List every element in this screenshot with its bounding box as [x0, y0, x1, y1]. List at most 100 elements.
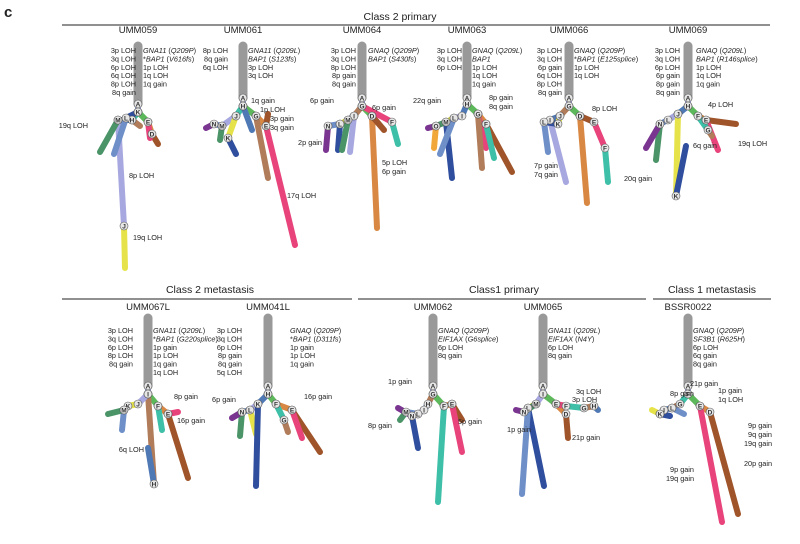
trunk-event-right: 1q LOH	[472, 71, 497, 80]
trunk-mutation: GNA11 (Q209P)	[143, 46, 196, 55]
tree-node	[705, 407, 715, 417]
trunk-event-left: 8p LOH	[111, 80, 136, 89]
tree-node-label: J	[676, 111, 680, 118]
tree-node-label: A	[146, 383, 151, 390]
branch-event-label: 8p gain	[489, 93, 513, 102]
tree-node-label: J	[136, 401, 140, 408]
tree-node	[119, 221, 129, 231]
tree-node	[441, 117, 451, 127]
tree-node	[589, 117, 599, 127]
tree-node	[209, 119, 219, 129]
branch-event-label: 19q LOH	[133, 233, 162, 242]
tree-node-label: L	[670, 405, 674, 412]
tree-branch	[369, 113, 380, 231]
branch-event-label: 20q gain	[624, 174, 652, 183]
trunk-event-right: 1q gain	[696, 80, 720, 89]
tree-node	[271, 399, 281, 409]
tree-node-label: K	[556, 121, 561, 128]
tree-node-label: I	[663, 407, 665, 414]
tree-node-label: M	[403, 409, 408, 416]
trunk-event-left: 3q LOH	[537, 54, 562, 63]
tree-node-label: A	[136, 101, 141, 108]
trunk-event-left: 6p LOH	[108, 343, 133, 352]
tree-node-label: K	[674, 193, 679, 200]
tree-node-label: E	[554, 401, 559, 408]
trunk-event-left: 8q gain	[218, 360, 242, 369]
trunk-event-left: 6p LOH	[111, 63, 136, 72]
tree-branch	[475, 111, 485, 171]
tree-node	[462, 99, 472, 109]
tree-node-label: K	[226, 135, 231, 142]
tree-branch	[253, 113, 271, 181]
tree-branch	[643, 121, 663, 151]
trunk-event-left: 8q gain	[109, 360, 133, 369]
trunk-mutation: GNAQ (Q209P)	[438, 326, 489, 335]
trunk-event-left: 3p LOH	[108, 326, 133, 335]
tree-branch	[409, 413, 421, 451]
tree-branch	[263, 123, 298, 248]
tree-node-label: E	[166, 411, 171, 418]
tree-node-label: D	[370, 113, 375, 120]
branch-event-label: 1q gain	[251, 96, 275, 105]
tree-node-label: N	[240, 409, 245, 416]
trunk-event-right: 8q gain	[548, 351, 572, 360]
branch-event-label: 9p gain	[748, 421, 772, 430]
trunk-mutation: EIF1AX (N4Y)	[548, 334, 594, 343]
tree-node	[357, 101, 367, 111]
tree-node-label: H	[152, 481, 157, 488]
tree-node	[539, 117, 549, 127]
tree-node	[323, 121, 333, 131]
branch-event-label: 19q LOH	[59, 121, 88, 130]
tree-node	[335, 119, 345, 129]
trunk-event-left: 8p gain	[332, 71, 356, 80]
trunk-event-left: 8p LOH	[537, 80, 562, 89]
trunk-event-right: 1q gain	[290, 360, 314, 369]
tree-node	[237, 407, 247, 417]
trunk-event-right: 1q gain	[153, 360, 177, 369]
trunk-event-left: 8p gain	[656, 80, 680, 89]
branch-event-label: 6p gain	[382, 167, 406, 176]
branch-event-label: 6p gain	[310, 96, 334, 105]
trunk-event-left: 8p gain	[218, 351, 242, 360]
tree-node-label: I	[461, 113, 463, 120]
tree-node	[703, 125, 713, 135]
branch-event-label: 7p gain	[534, 161, 558, 170]
tree-node-label: L	[526, 405, 530, 412]
tree-node-label: M	[115, 117, 120, 124]
branch-event-label: 8p gain	[670, 389, 694, 398]
trunk-event-right: 1p LOH	[290, 351, 315, 360]
tree-branch	[165, 411, 191, 481]
trunk-event-left: 6p gain	[656, 71, 680, 80]
sample-tree: UMM062 GNAQ (Q209P)EIF1AX (G6splice)6p LO…	[368, 302, 498, 505]
tree-branch	[591, 119, 608, 151]
tree-node-label: J	[558, 113, 562, 120]
tree-node-label: H	[426, 401, 431, 408]
tree-node	[551, 399, 561, 409]
tree-node	[695, 401, 705, 411]
tree-node-label: J	[234, 113, 238, 120]
branch-event-label: 8p LOH	[129, 171, 154, 180]
trunk-event-right: 6q gain	[693, 351, 717, 360]
tree-node	[655, 409, 665, 419]
tree-branch	[547, 117, 569, 185]
trunk-event-left: 6q LOH	[111, 71, 136, 80]
branch-event-label: 1q LOH	[718, 395, 743, 404]
tree-node-label: L	[452, 115, 456, 122]
trunk-event-left: 3q LOH	[108, 334, 133, 343]
tree-node-label: N	[212, 121, 217, 128]
trunk-mutation: GNAQ (Q209P)	[574, 46, 625, 55]
tree-node-label: L	[666, 117, 670, 124]
sample-name: UMM064	[343, 25, 382, 36]
tree-node	[149, 479, 159, 489]
tree-node-label: L	[124, 115, 128, 122]
sample-name: BSSR0022	[664, 302, 711, 313]
trunk-event-left: 3q LOH	[655, 54, 680, 63]
branch-event-label: 3q LOH	[576, 387, 601, 396]
tree-node	[561, 401, 571, 411]
tree-node	[147, 129, 157, 139]
tree-branch	[703, 117, 739, 127]
tree-node	[143, 117, 153, 127]
